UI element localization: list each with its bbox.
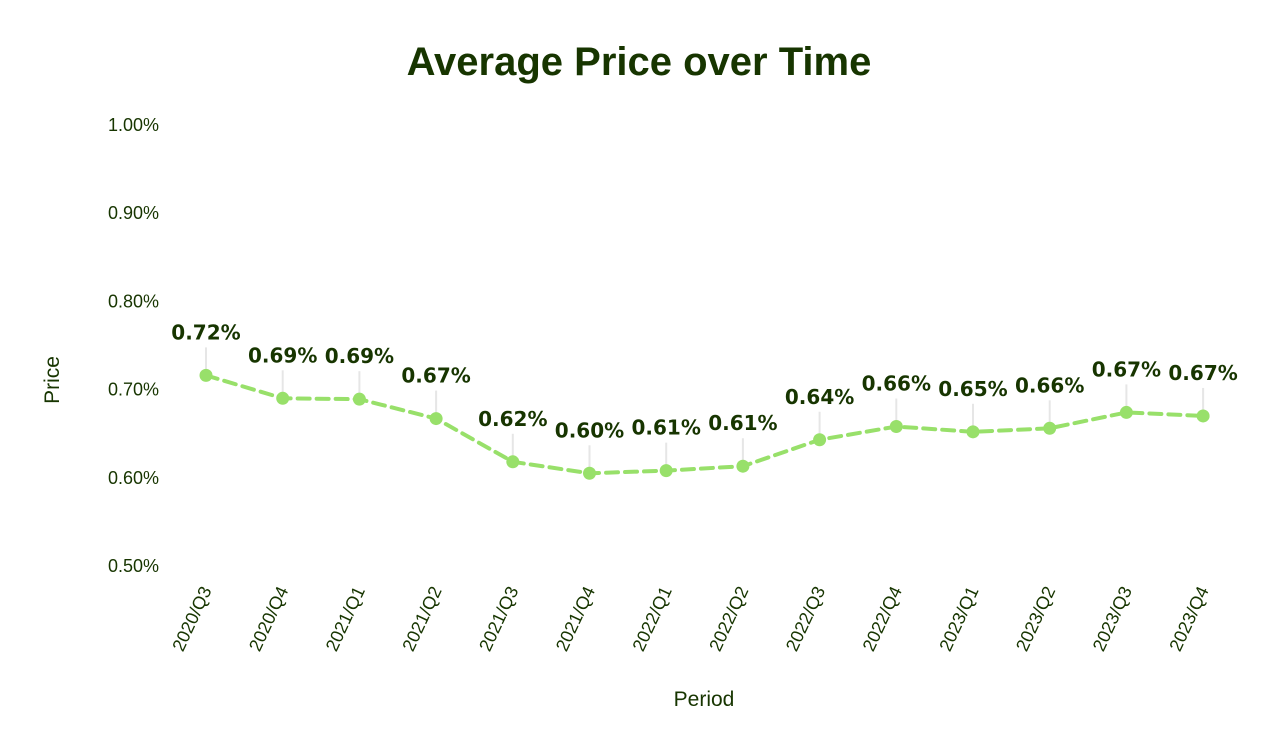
x-tick-label: 2021/Q1 — [322, 583, 369, 654]
data-label: 0.64% — [785, 385, 854, 409]
data-label: 0.62% — [478, 407, 547, 431]
data-label: 0.69% — [248, 343, 317, 367]
data-point — [583, 466, 596, 480]
y-axis-title: Price — [41, 356, 64, 404]
data-point — [813, 433, 827, 447]
y-tick-label: 0.80% — [108, 291, 159, 311]
x-axis-ticks: 2020/Q3 2020/Q4 2021/Q1 2021/Q2 2021/Q3 2021/… — [168, 583, 1212, 654]
x-tick-label: 2022/Q4 — [859, 583, 906, 654]
y-tick-label: 0.60% — [108, 468, 159, 488]
x-tick-label: 2020/Q3 — [168, 583, 215, 654]
data-point — [506, 455, 520, 469]
data-label: 0.61% — [632, 416, 701, 440]
data-point — [276, 391, 290, 405]
data-point — [966, 425, 980, 439]
data-label: 0.65% — [938, 377, 1007, 401]
x-tick-label: 2021/Q3 — [475, 583, 522, 654]
x-tick-label: 2022/Q3 — [782, 583, 829, 654]
data-label: 0.66% — [862, 372, 931, 396]
x-tick-label: 2021/Q2 — [398, 583, 445, 654]
x-tick-label: 2023/Q1 — [935, 583, 982, 654]
data-label: 0.61% — [708, 411, 777, 435]
y-axis-ticks: 0.50% 0.60% 0.70% 0.80% 0.90% 1.00% — [108, 115, 159, 576]
data-point — [1043, 421, 1057, 435]
data-label: 0.72% — [171, 320, 240, 344]
data-label: 0.67% — [1092, 357, 1161, 381]
x-axis-title: Period — [674, 688, 735, 711]
chart-title: Average Price over Time — [407, 40, 872, 84]
data-point — [1196, 409, 1210, 423]
data-label: 0.69% — [325, 344, 394, 368]
data-point — [736, 459, 750, 473]
x-tick-label: 2022/Q1 — [629, 583, 676, 654]
series-layer — [199, 368, 1210, 480]
data-label: 0.67% — [401, 364, 470, 388]
data-point — [199, 368, 213, 382]
x-tick-label: 2023/Q4 — [1165, 583, 1212, 654]
data-point — [352, 392, 366, 406]
x-tick-label: 2021/Q4 — [552, 583, 599, 654]
data-point — [889, 420, 903, 434]
x-tick-label: 2023/Q3 — [1089, 583, 1136, 654]
x-tick-label: 2022/Q2 — [705, 583, 752, 654]
x-tick-label: 2023/Q2 — [1012, 583, 1059, 654]
data-label: 0.66% — [1015, 373, 1084, 397]
y-tick-label: 1.00% — [108, 115, 159, 135]
y-tick-label: 0.70% — [108, 380, 159, 400]
data-labels: 0.72% 0.69% 0.69% 0.67% 0.62% 0.60% 0.61% 0.61%… — [171, 320, 1237, 442]
y-tick-label: 0.90% — [108, 203, 159, 223]
y-tick-label: 0.50% — [108, 556, 159, 576]
data-point — [659, 464, 673, 478]
data-label: 0.60% — [555, 418, 624, 442]
data-point — [1119, 405, 1133, 419]
x-tick-label: 2020/Q4 — [245, 583, 292, 654]
label-leader-lines — [205, 347, 1205, 468]
series-line — [204, 373, 1206, 476]
data-label: 0.67% — [1168, 361, 1237, 385]
data-point — [429, 412, 443, 426]
